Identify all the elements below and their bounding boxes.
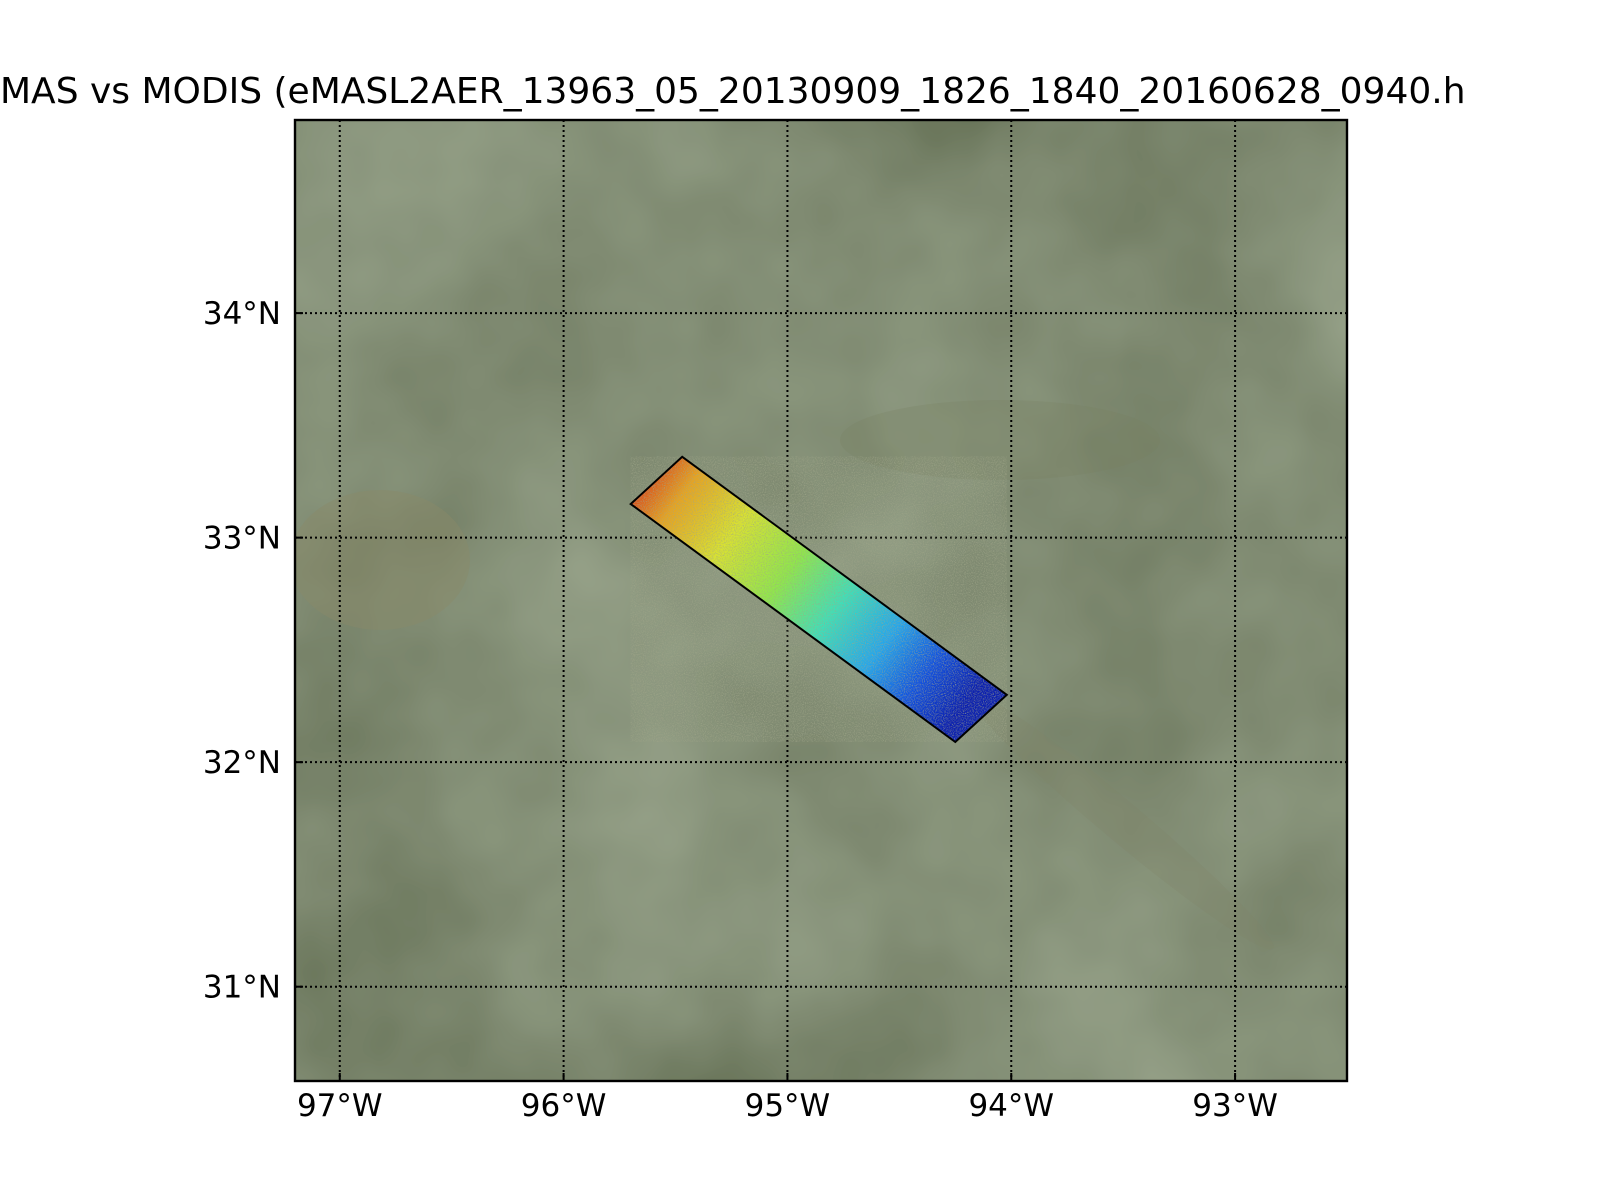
lon-tick-label: 97°W	[297, 1088, 383, 1124]
lon-tick-label: 96°W	[521, 1088, 607, 1124]
lon-tick-label: 93°W	[1192, 1088, 1278, 1124]
lat-tick-label: 33°N	[203, 521, 281, 557]
lat-tick-label: 32°N	[203, 745, 281, 781]
lat-tick-label: 31°N	[203, 970, 281, 1006]
lat-tick-label: 34°N	[203, 296, 281, 332]
swath-texture	[630, 456, 1007, 742]
swath-outline	[629, 455, 1009, 744]
swath	[629, 455, 1009, 744]
axes-frame	[293, 118, 1349, 1083]
lat-axis: 31°N 32°N 33°N 34°N	[203, 296, 303, 1006]
lon-tick-label: 94°W	[968, 1088, 1054, 1124]
lon-tick-label: 95°W	[745, 1088, 831, 1124]
lon-axis: 97°W 96°W 95°W 94°W 93°W	[297, 1073, 1278, 1124]
figure-title: MAS vs MODIS (eMASL2AER_13963_05_2013090…	[0, 71, 1466, 112]
